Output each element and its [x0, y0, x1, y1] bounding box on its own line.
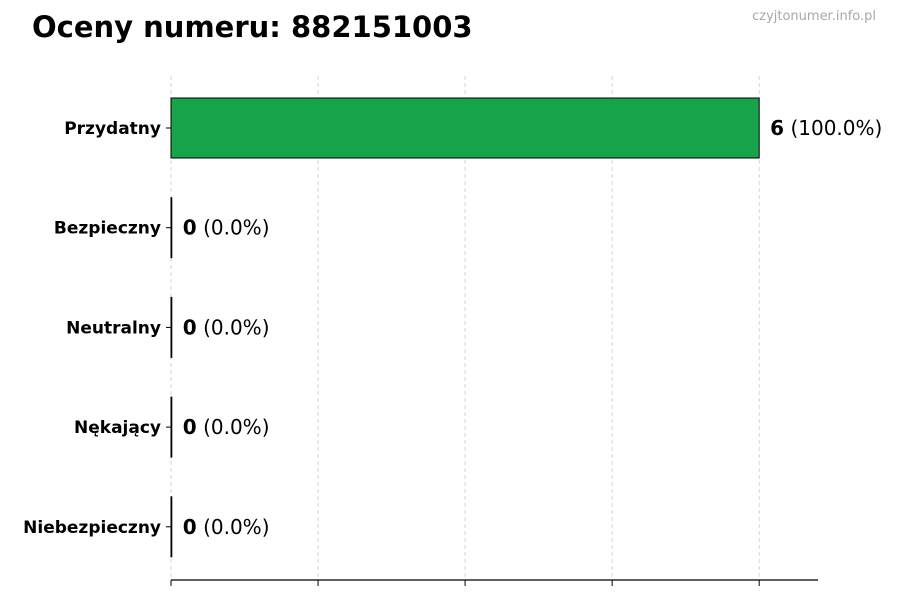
category-label: Nękający: [74, 418, 161, 438]
category-label: Bezpieczny: [54, 219, 161, 239]
bar: [170, 97, 760, 159]
data-label-percent: (0.0%): [197, 415, 270, 439]
data-label: 0 (0.0%): [183, 315, 270, 339]
category-label: Niebezpieczny: [23, 518, 161, 538]
data-label-percent: (100.0%): [784, 116, 882, 140]
data-label-count: 0: [183, 415, 197, 439]
category-label: Neutralny: [66, 318, 161, 338]
data-label: 0 (0.0%): [183, 415, 270, 439]
chart-title: Oceny numeru: 882151003: [32, 10, 473, 44]
bar: [170, 396, 173, 458]
watermark: czyjtonumer.info.pl: [752, 9, 876, 24]
data-label-percent: (0.0%): [197, 315, 270, 339]
data-label: 0 (0.0%): [183, 515, 270, 539]
category-label: Przydatny: [64, 119, 161, 139]
bar: [170, 296, 173, 358]
data-label-count: 6: [770, 116, 784, 140]
data-label-count: 0: [183, 315, 197, 339]
data-label: 6 (100.0%): [770, 116, 882, 140]
data-label-percent: (0.0%): [197, 515, 270, 539]
bar: [170, 496, 173, 558]
bar: [170, 197, 173, 259]
data-label-count: 0: [183, 515, 197, 539]
data-label: 0 (0.0%): [183, 216, 270, 240]
data-label-count: 0: [183, 216, 197, 240]
data-label-percent: (0.0%): [197, 216, 270, 240]
